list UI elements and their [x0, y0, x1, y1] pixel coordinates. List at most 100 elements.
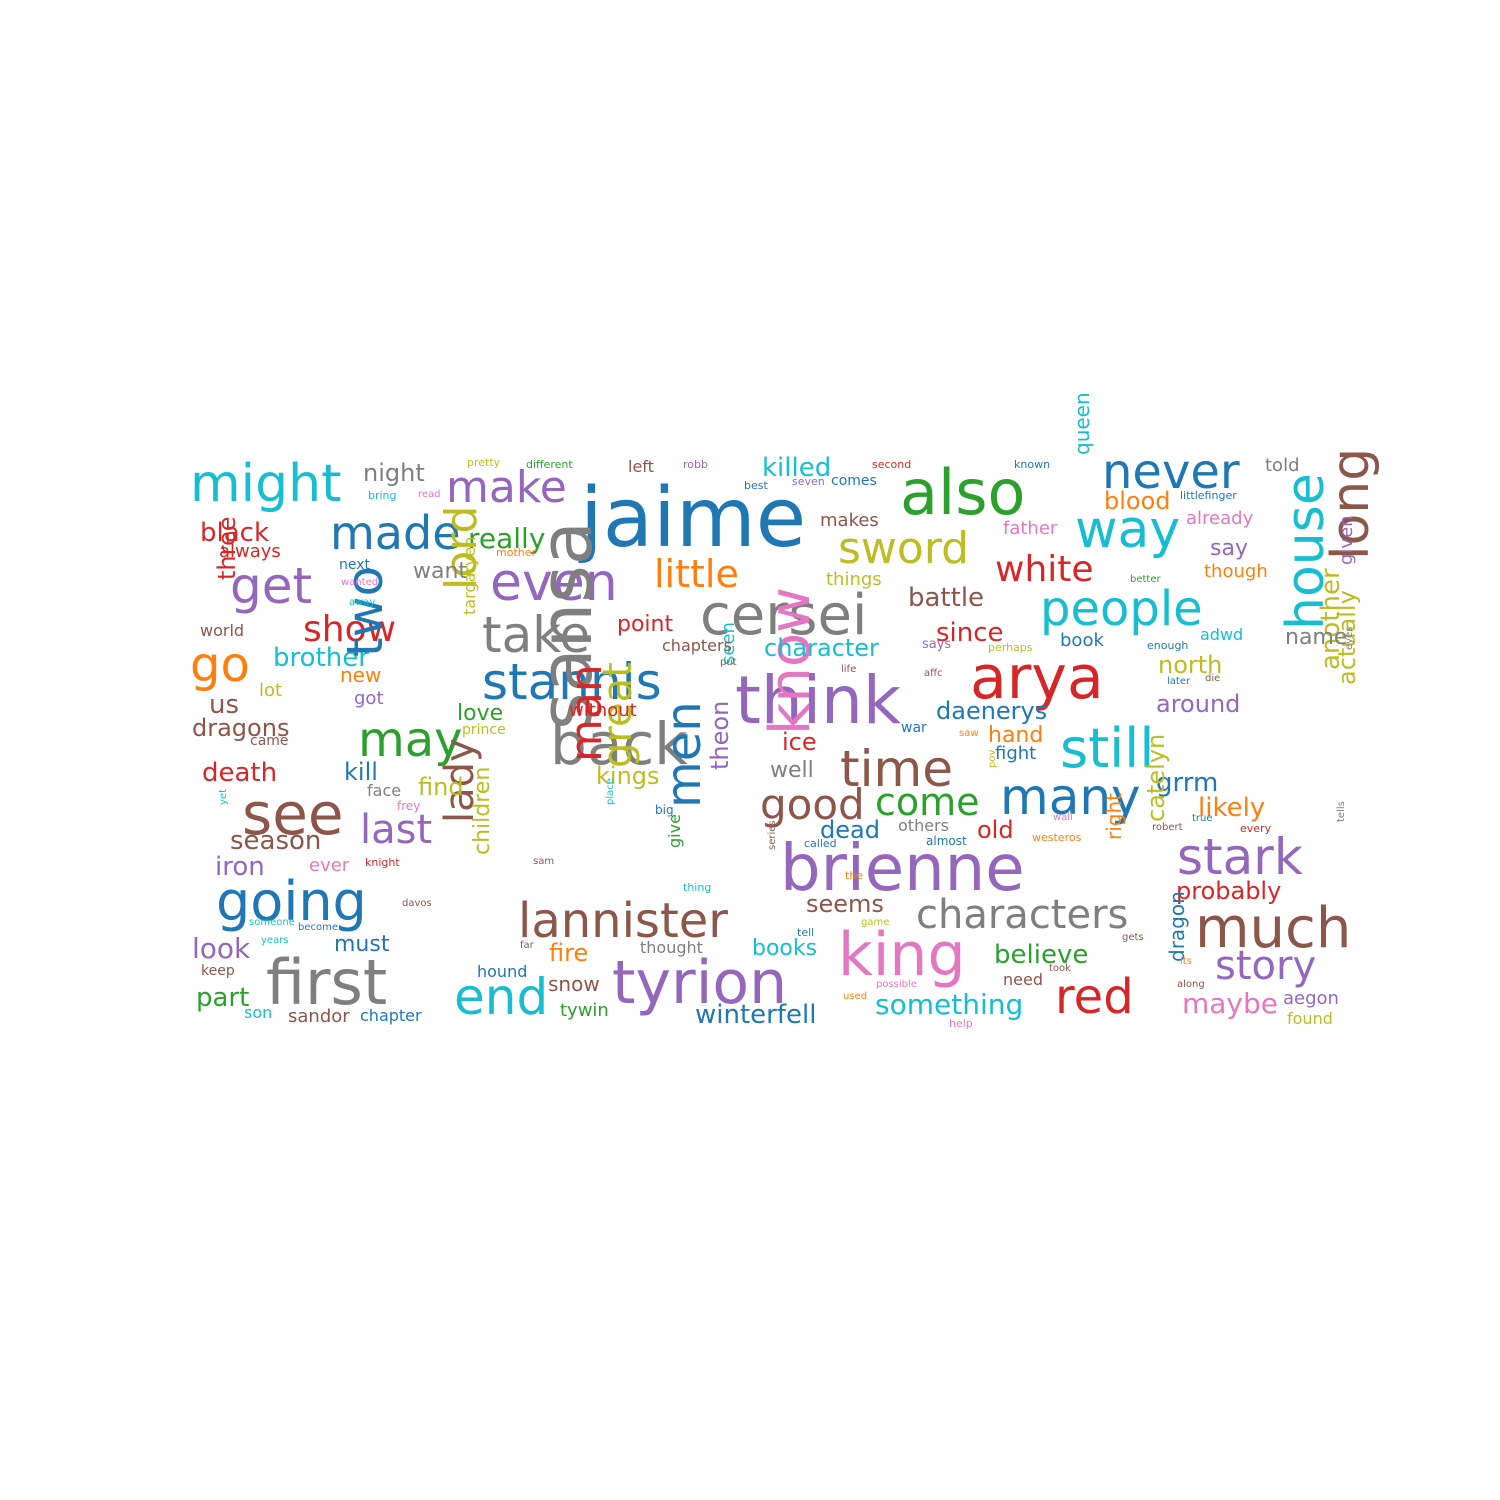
- word-north: north: [1158, 651, 1223, 679]
- word-new: new: [340, 663, 382, 687]
- word-ever: ever: [309, 855, 350, 876]
- word-gets: gets: [1122, 932, 1144, 943]
- word-sandor: sandor: [288, 1006, 350, 1027]
- word-keep: keep: [201, 963, 235, 979]
- word-blood: blood: [1104, 487, 1171, 515]
- word-right: right: [1102, 793, 1126, 840]
- word-maybe: maybe: [1182, 987, 1279, 1020]
- word-years: years: [261, 935, 289, 946]
- word-old: old: [977, 816, 1014, 844]
- word-catelyn: catelyn: [1142, 733, 1170, 822]
- word-eyes: eyes: [1344, 626, 1355, 650]
- word-think: think: [735, 662, 902, 739]
- word-pov: pov: [987, 749, 998, 768]
- word-someone: someone: [249, 917, 295, 928]
- word-dragons: dragons: [192, 714, 290, 742]
- word-bring: bring: [368, 489, 397, 502]
- word-far: far: [520, 940, 534, 951]
- word-though: though: [1204, 561, 1268, 582]
- word-robert: robert: [1152, 822, 1183, 833]
- word-things: things: [826, 569, 882, 590]
- word-lot: lot: [259, 680, 283, 701]
- word-look: look: [192, 932, 251, 965]
- word-away: away: [349, 597, 376, 608]
- word-mother: mother: [496, 546, 537, 559]
- word-little: little: [654, 552, 739, 596]
- word-took: took: [1049, 963, 1071, 974]
- word-first: first: [266, 946, 388, 1019]
- word-daenerys: daenerys: [936, 697, 1048, 725]
- word-may: may: [358, 712, 463, 768]
- word-also: also: [900, 456, 1026, 529]
- word-littlefinger: littlefinger: [1180, 489, 1237, 502]
- word-lannister: lannister: [518, 893, 729, 949]
- word-become: become: [298, 922, 339, 933]
- word-stark: stark: [1177, 828, 1303, 886]
- word-battle: battle: [908, 583, 985, 613]
- word-time: time: [840, 740, 953, 798]
- word-made: made: [330, 506, 461, 560]
- word-sword: sword: [838, 523, 970, 574]
- word-end: end: [454, 968, 549, 1026]
- word-still: still: [1060, 717, 1155, 780]
- word-character: character: [764, 634, 879, 662]
- word-children: children: [470, 766, 495, 855]
- word-westeros: westeros: [1032, 831, 1082, 844]
- word-place: place: [605, 778, 616, 805]
- word-us: us: [209, 690, 240, 720]
- word-back: back: [550, 710, 688, 778]
- word-jaime: jaime: [580, 471, 807, 566]
- word-affc: affc: [924, 668, 943, 679]
- word-people: people: [1040, 581, 1203, 637]
- word-wanted: wanted: [341, 577, 379, 588]
- word-tyrion: tyrion: [612, 948, 788, 1018]
- word-get: get: [230, 557, 313, 615]
- word-make: make: [446, 462, 567, 513]
- word-show: show: [303, 609, 397, 650]
- word-might: might: [190, 454, 342, 514]
- word-adwd: adwd: [1200, 625, 1244, 644]
- word-world: world: [200, 621, 245, 640]
- word-believe: believe: [994, 940, 1089, 970]
- word-much: much: [1195, 896, 1352, 961]
- word-name: name: [1285, 625, 1348, 650]
- word-big: big: [655, 803, 674, 817]
- word-tywin: tywin: [560, 1000, 609, 1021]
- word-three: three: [213, 516, 241, 581]
- word-book: book: [1060, 630, 1104, 651]
- word-point: point: [617, 612, 674, 637]
- word-go: go: [190, 637, 250, 693]
- word-enough: enough: [1147, 639, 1189, 652]
- word-winterfell: winterfell: [695, 1000, 817, 1030]
- word-known: known: [1014, 458, 1051, 471]
- word-brienne: brienne: [780, 832, 1025, 906]
- word-books: books: [752, 936, 818, 961]
- word-possible: possible: [876, 979, 917, 990]
- word-seven: seven: [792, 475, 825, 488]
- word-prince: prince: [462, 722, 506, 738]
- word-say: say: [1210, 536, 1248, 561]
- word-want: want: [413, 559, 468, 584]
- word-frey: frey: [397, 799, 421, 813]
- word-second: second: [872, 458, 912, 471]
- word-need: need: [1003, 970, 1043, 989]
- word-put: put: [720, 657, 737, 668]
- word-last: last: [360, 807, 433, 853]
- word-called: called: [804, 837, 837, 850]
- word-later: later: [1167, 676, 1191, 687]
- word-love: love: [457, 701, 504, 726]
- word-tells: tells: [1336, 801, 1347, 822]
- word-yet: yet: [218, 789, 229, 805]
- word-chapter: chapter: [360, 1006, 422, 1025]
- word-face: face: [367, 781, 402, 800]
- word-son: son: [244, 1003, 273, 1022]
- word-read: read: [418, 489, 441, 500]
- word-come: come: [875, 780, 980, 824]
- word-death: death: [202, 758, 278, 788]
- word-king: king: [838, 920, 966, 990]
- word-killed: killed: [762, 453, 832, 483]
- word-makes: makes: [820, 510, 879, 531]
- word-snow: snow: [548, 972, 600, 996]
- word-thing: thing: [683, 881, 712, 894]
- word-came: came: [250, 733, 289, 749]
